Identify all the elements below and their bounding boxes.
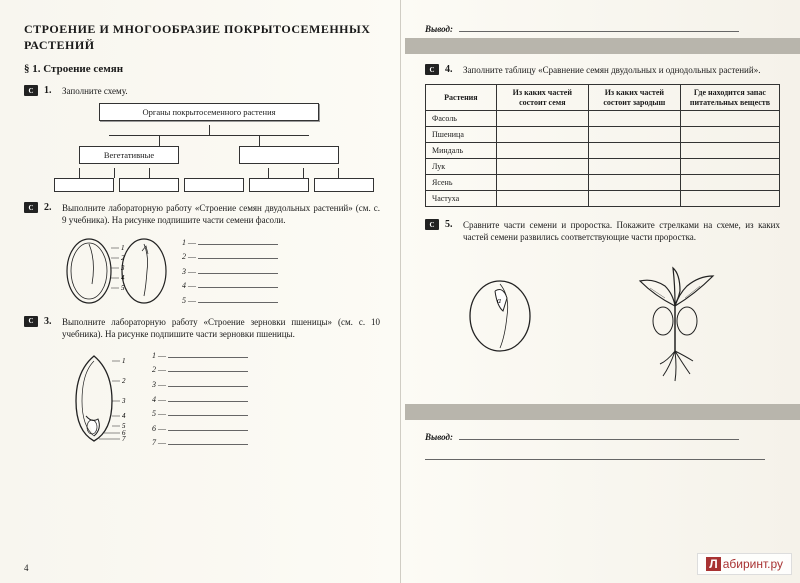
conclusion-top: Вывод:: [425, 22, 780, 34]
task-number: 1.: [44, 85, 56, 96]
task-text: Выполните лабораторную работу «Строение …: [62, 202, 380, 226]
organ-scheme: Органы покрытосеменного растения Вегетат…: [54, 103, 364, 192]
table-header: Растения: [426, 85, 497, 111]
section-title: § 1. Строение семян: [24, 63, 380, 75]
scheme-vegetative: Вегетативные: [79, 146, 179, 164]
task-number: 4.: [445, 64, 457, 75]
page-number-left: 4: [24, 563, 29, 573]
task-text: Сравните части семени и проростка. Покаж…: [463, 219, 780, 243]
wheat-grain-diagram: 1 2 3 4 5 6 7 1 — 2 — 3 — 4 — 5 — 6 — 7 …: [64, 348, 380, 450]
task-number: 5.: [445, 219, 457, 230]
seedling-diagram: a: [455, 256, 755, 386]
task-icon: С: [24, 202, 38, 213]
book-spread: СТРОЕНИЕ И МНОГООБРАЗИЕ ПОКРЫТОСЕМЕННЫХ …: [0, 0, 800, 583]
svg-text:1: 1: [122, 357, 126, 365]
svg-text:2: 2: [122, 377, 126, 385]
chapter-title: СТРОЕНИЕ И МНОГООБРАЗИЕ ПОКРЫТОСЕМЕННЫХ …: [24, 22, 380, 53]
gray-band: [405, 38, 800, 54]
bean-blanks: 1 — 2 — 3 — 4 — 5 —: [182, 235, 278, 308]
conclusion-bottom: Вывод:: [425, 430, 780, 442]
svg-text:a: a: [497, 296, 501, 305]
comparison-table: РастенияИз каких частей состоит семяИз к…: [425, 84, 780, 207]
svg-text:4: 4: [121, 274, 125, 282]
task-number: 2.: [44, 202, 56, 213]
gray-band-2: [405, 404, 800, 420]
svg-text:3: 3: [121, 397, 126, 405]
scheme-empty: [239, 146, 339, 164]
table-header: Где находится запас питательных веществ: [680, 85, 779, 111]
page-left: СТРОЕНИЕ И МНОГООБРАЗИЕ ПОКРЫТОСЕМЕННЫХ …: [0, 0, 400, 583]
bean-seed-svg: 1 2 3 4 5: [64, 236, 174, 306]
table-header: Из каких частей состоит семя: [496, 85, 588, 111]
svg-text:3: 3: [120, 264, 125, 272]
task-icon: С: [425, 219, 439, 230]
watermark: Лабиринт.ру: [697, 553, 792, 575]
task-text: Заполните схему.: [62, 85, 128, 97]
table-header: Из каких частей состоит зародыш: [588, 85, 680, 111]
svg-text:5: 5: [121, 284, 125, 292]
table-row: Ясень: [426, 175, 780, 191]
page-right: Вывод: С 4. Заполните таблицу «Сравнение…: [400, 0, 800, 583]
scheme-root-box: Органы покрытосеменного растения: [99, 103, 319, 121]
task-3: С 3. Выполните лабораторную работу «Стро…: [24, 316, 380, 340]
svg-text:2: 2: [121, 254, 125, 262]
task-text: Выполните лабораторную работу «Строение …: [62, 316, 380, 340]
task-icon: С: [425, 64, 439, 75]
svg-text:1: 1: [121, 244, 125, 252]
task-text: Заполните таблицу «Сравнение семян двудо…: [463, 64, 760, 76]
task-icon: С: [24, 85, 38, 96]
task-1: С 1. Заполните схему.: [24, 85, 380, 97]
task-5: С 5. Сравните части семени и проростка. …: [425, 219, 780, 243]
task-number: 3.: [44, 316, 56, 327]
svg-text:4: 4: [122, 412, 126, 420]
wheat-svg: 1 2 3 4 5 6 7: [64, 351, 144, 446]
table-row: Миндаль: [426, 143, 780, 159]
task-2: С 2. Выполните лабораторную работу «Стро…: [24, 202, 380, 226]
wheat-blanks: 1 — 2 — 3 — 4 — 5 — 6 — 7 —: [152, 348, 248, 450]
table-row: Пшеница: [426, 127, 780, 143]
table-row: Лук: [426, 159, 780, 175]
table-row: Частуха: [426, 191, 780, 207]
task-icon: С: [24, 316, 38, 327]
task-4: С 4. Заполните таблицу «Сравнение семян …: [425, 64, 780, 76]
bean-seed-diagram: 1 2 3 4 5 1 — 2 — 3 — 4 — 5 —: [64, 235, 380, 308]
table-row: Фасоль: [426, 111, 780, 127]
svg-text:7: 7: [122, 435, 126, 443]
